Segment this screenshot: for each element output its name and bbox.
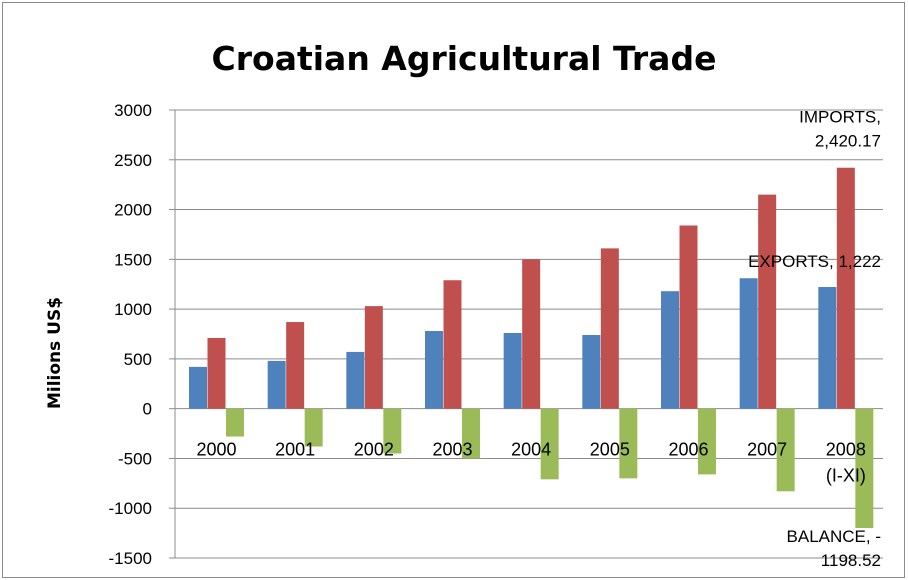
bar-exports: [267, 360, 286, 409]
category-label-line: 2007: [747, 440, 787, 460]
category-labels: 2000 2001 2002 2003 2004 2005 2006 2007 2008 (I-X…: [196, 440, 865, 486]
bar-imports: [600, 248, 619, 409]
y-tick-label: 2500: [114, 151, 152, 170]
data-label-line: BALANCE, -: [787, 527, 881, 546]
chart-title: Croatian Agricultural Trade: [212, 39, 717, 78]
data-label-line: EXPORTS, 1,222: [748, 252, 881, 271]
bar-exports: [582, 334, 601, 409]
y-tick-label: 2000: [114, 201, 152, 220]
bar-balance: [776, 408, 795, 492]
bar-balance: [855, 408, 874, 528]
category-label-line: 2001: [275, 440, 315, 460]
category-label: 2004: [511, 440, 551, 460]
data-labels: IMPORTS, 2,420.17 EXPORTS, 1,222 BALANCE, -…: [748, 108, 881, 570]
category-label-line: 2000: [196, 440, 236, 460]
category-label-line: 2008: [826, 440, 866, 460]
bar-exports: [818, 287, 837, 409]
y-tick-label: 0: [143, 400, 152, 419]
bar-balance: [540, 408, 559, 480]
category-label-line: (I-XI): [826, 466, 866, 486]
y-tick-label: 1000: [114, 300, 152, 319]
bar-imports: [522, 259, 541, 409]
bar-balance: [619, 408, 638, 479]
bar-balance: [462, 408, 480, 459]
y-tick-labels: 3000 2500 2000 1500 1000 500 0 -500 -1000 -1500: [109, 101, 152, 568]
bar-imports: [836, 167, 855, 409]
bar-exports: [425, 331, 443, 409]
category-label: 2007: [747, 440, 787, 460]
bar-imports: [443, 280, 462, 409]
category-label: 2001: [275, 440, 315, 460]
bar-imports: [207, 337, 226, 409]
bar-balance: [304, 408, 323, 447]
bar-balance: [226, 408, 244, 437]
bar-balance: [383, 408, 402, 454]
category-label: 2002: [354, 440, 394, 460]
category-label-line: 2002: [354, 440, 394, 460]
bar-exports: [503, 333, 522, 409]
chart-svg: Croatian Agricultural Trade 3000 2500 2000…: [45, 39, 883, 570]
data-label-line: 1198.52: [821, 551, 881, 570]
y-tick-label: 1500: [114, 250, 152, 269]
bar-imports: [286, 322, 305, 409]
category-label: 2003: [432, 440, 472, 460]
y-tick-label: 500: [124, 350, 152, 369]
data-label-line: 2,420.17: [815, 132, 881, 151]
category-label-line: 2006: [668, 440, 708, 460]
y-tick-label: -500: [118, 449, 152, 468]
bars-group: [189, 167, 874, 528]
y-tick-label: -1500: [109, 549, 152, 568]
bar-exports: [346, 351, 365, 409]
category-label: 2005: [590, 440, 630, 460]
y-axis-label: Milions US$: [45, 297, 65, 409]
y-tick-label: -1000: [109, 499, 152, 518]
data-label-exports: EXPORTS, 1,222: [748, 252, 881, 271]
bar-balance: [698, 408, 716, 475]
category-label-line: 2005: [590, 440, 630, 460]
bar-exports: [661, 291, 679, 409]
category-label: 2008 (I-XI): [826, 440, 866, 486]
y-tick-label: 3000: [114, 101, 152, 120]
data-label-balance: BALANCE, - 1198.52: [787, 527, 881, 570]
data-label-line: IMPORTS,: [799, 108, 881, 127]
category-label: 2006: [668, 440, 708, 460]
bar-imports: [758, 194, 777, 409]
category-label-line: 2004: [511, 440, 551, 460]
category-label-line: 2003: [432, 440, 472, 460]
y-axis: [169, 109, 176, 559]
bar-imports: [364, 306, 383, 409]
bar-exports: [189, 366, 207, 409]
bar-imports: [679, 225, 698, 409]
bar-exports: [739, 278, 758, 409]
data-label-imports: IMPORTS, 2,420.17: [799, 108, 881, 151]
category-label: 2000: [196, 440, 236, 460]
